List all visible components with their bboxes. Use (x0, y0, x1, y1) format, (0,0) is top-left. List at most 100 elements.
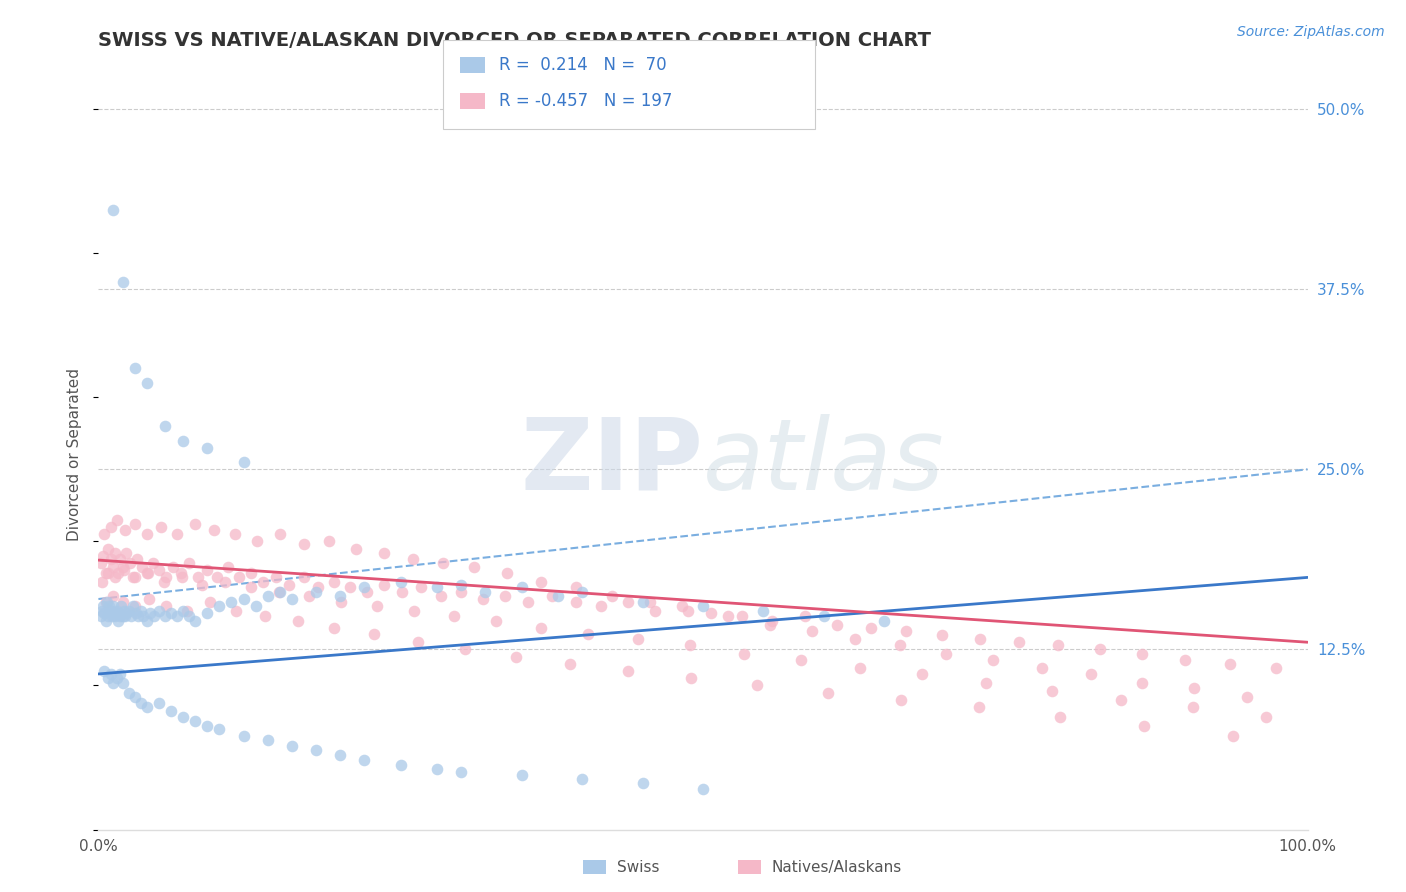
Point (111, 675, 134, 690)
Point (373, 546, 395, 560)
Point (104, 609, 127, 624)
Point (112, 563, 135, 577)
Point (576, 626, 599, 640)
Point (292, 537, 315, 551)
Point (98, 599, 121, 614)
Point (1182, 681, 1205, 696)
Point (287, 614, 309, 628)
Point (104, 570, 127, 584)
Point (974, 675, 997, 690)
Point (366, 599, 388, 614)
Point (627, 632, 650, 647)
Point (101, 589, 124, 603)
Point (1181, 700, 1204, 714)
Point (1111, 693, 1133, 707)
Point (281, 592, 304, 607)
Point (153, 419, 176, 434)
Point (1088, 642, 1111, 657)
Point (195, 719, 218, 733)
Point (547, 589, 569, 603)
Point (890, 693, 912, 707)
Point (432, 556, 454, 570)
Point (329, 589, 352, 603)
Point (752, 603, 775, 617)
Point (148, 563, 170, 577)
Point (208, 599, 231, 614)
Point (571, 584, 593, 599)
Point (931, 628, 953, 642)
Point (1256, 710, 1278, 724)
Point (860, 621, 883, 635)
Point (115, 546, 138, 560)
Point (631, 595, 654, 609)
Point (198, 595, 221, 609)
Point (97, 541, 120, 556)
Point (232, 455, 254, 469)
Point (118, 556, 141, 570)
Point (97, 671, 120, 685)
Point (148, 696, 170, 710)
Point (733, 647, 755, 661)
Point (1219, 657, 1241, 671)
Point (825, 618, 848, 632)
Point (127, 551, 149, 566)
Point (700, 607, 723, 621)
Point (256, 733, 278, 747)
Point (505, 649, 527, 664)
Point (638, 595, 661, 609)
Point (308, 581, 330, 595)
Text: Source: ZipAtlas.com: Source: ZipAtlas.com (1237, 25, 1385, 39)
Point (239, 581, 262, 595)
Point (107, 614, 129, 628)
Point (122, 570, 145, 584)
Point (426, 581, 449, 595)
Point (94, 595, 117, 609)
Text: ZIP: ZIP (520, 414, 703, 511)
Point (692, 782, 714, 797)
Point (389, 757, 412, 772)
Point (540, 589, 562, 603)
Point (101, 202, 124, 217)
Point (184, 614, 207, 628)
Text: R = -0.457   N = 197: R = -0.457 N = 197 (499, 92, 672, 110)
Point (1130, 647, 1153, 661)
Point (443, 609, 465, 624)
Point (155, 599, 177, 614)
Point (678, 603, 700, 617)
Point (195, 563, 218, 577)
Point (969, 632, 991, 647)
Point (122, 599, 145, 614)
Point (1130, 675, 1153, 690)
Point (91, 574, 114, 589)
Point (136, 566, 159, 580)
Point (176, 603, 198, 617)
Point (496, 566, 519, 580)
Text: Natives/Alaskans: Natives/Alaskans (772, 860, 903, 874)
Point (454, 642, 477, 657)
Point (717, 609, 740, 624)
Point (252, 574, 274, 589)
Point (225, 603, 247, 617)
Point (761, 614, 783, 628)
Point (450, 577, 472, 591)
Point (191, 577, 214, 591)
Point (115, 607, 138, 621)
Point (281, 739, 304, 753)
Point (679, 671, 702, 685)
Point (232, 592, 254, 607)
Point (494, 589, 516, 603)
Point (849, 661, 872, 675)
Point (402, 603, 425, 617)
Point (100, 667, 122, 681)
Point (269, 584, 291, 599)
Point (631, 776, 654, 790)
Point (162, 560, 184, 574)
Point (889, 638, 911, 652)
Point (221, 595, 243, 609)
Point (148, 603, 170, 617)
Point (731, 609, 754, 624)
Point (264, 570, 287, 584)
Point (114, 523, 136, 537)
Point (111, 560, 134, 574)
Point (104, 546, 127, 560)
